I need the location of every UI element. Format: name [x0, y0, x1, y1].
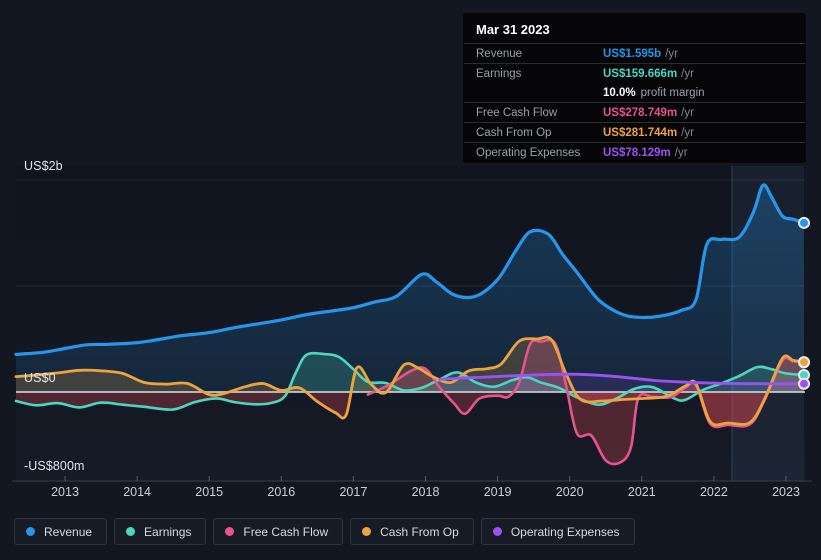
cash-from-op-end-marker: [798, 356, 810, 369]
tooltip-unit: /yr: [681, 106, 694, 119]
x-axis-label-2023: 2023: [772, 485, 800, 499]
x-axis-label-2021: 2021: [628, 485, 656, 499]
legend-label: Free Cash Flow: [243, 524, 329, 539]
tooltip-date: Mar 31 2023: [476, 22, 550, 37]
tooltip-label: Operating Expenses: [476, 146, 581, 159]
legend-item-earnings[interactable]: Earnings: [114, 518, 207, 545]
chart-legend: Revenue Earnings Free Cash Flow Cash Fro…: [14, 518, 635, 545]
legend-label: Earnings: [144, 524, 192, 539]
revenue-area: [16, 184, 804, 392]
tooltip-row-operating-expenses: Operating Expenses US$78.129m /yr: [464, 142, 805, 162]
tooltip-row-free-cash-flow: Free Cash Flow US$278.749m /yr: [464, 102, 805, 122]
tooltip-value: US$78.129m: [603, 146, 671, 159]
free-cash-flow-area-negative: [367, 392, 804, 464]
x-axis-label-2022: 2022: [700, 485, 728, 499]
tooltip-unit: /yr: [681, 67, 694, 80]
legend-item-revenue[interactable]: Revenue: [14, 518, 108, 545]
legend-item-operating-expenses[interactable]: Operating Expenses: [480, 518, 635, 545]
earnings-line: [14, 351, 806, 411]
tooltip-unit: /yr: [681, 126, 694, 139]
x-axis-label-2014: 2014: [123, 485, 151, 499]
tooltip-value: US$281.744m: [603, 126, 678, 139]
legend-label: Revenue: [44, 524, 93, 539]
y-axis-label-2b: US$2b: [24, 159, 63, 173]
tooltip-row-profit-margin: 10.0% profit margin: [464, 83, 805, 102]
y-axis-label-neg800: -US$800m: [24, 459, 85, 473]
tooltip-value: US$278.749m: [603, 106, 678, 119]
revenue-line: [14, 183, 806, 356]
tooltip-unit: /yr: [665, 47, 678, 60]
operating-expenses-dot-icon: [492, 527, 502, 536]
x-axis-label-2019: 2019: [484, 485, 512, 499]
free-cash-flow-area-positive: [367, 339, 804, 392]
cash-from-op-dot-icon: [362, 527, 372, 536]
x-axis-label-2013: 2013: [51, 485, 79, 499]
revenue-end-marker: [798, 216, 810, 229]
y-axis-label-zero: US$0: [24, 371, 56, 385]
tooltip-value: US$1.595b: [603, 47, 662, 60]
profit-margin-value: 10.0%: [603, 86, 636, 99]
tooltip-label: Cash From Op: [476, 126, 552, 139]
tooltip-unit: /yr: [674, 146, 688, 159]
tooltip-row-revenue: Revenue US$1.595b /yr: [464, 43, 805, 63]
x-axis-label-2017: 2017: [339, 485, 367, 499]
tooltip-label: Earnings: [476, 67, 522, 80]
chart-tooltip: Mar 31 2023 Revenue US$1.595b /yr Earnin…: [464, 14, 805, 162]
x-axis-label-2015: 2015: [195, 485, 223, 499]
free-cash-flow-dot-icon: [225, 527, 235, 536]
tooltip-label: Revenue: [476, 47, 523, 60]
operating-expenses-line: [438, 372, 806, 386]
legend-label: Operating Expenses: [510, 524, 620, 539]
earnings-area-positive: [16, 353, 804, 392]
tooltip-row-earnings: Earnings US$159.666m /yr: [464, 63, 805, 83]
earnings-dot-icon: [126, 527, 136, 536]
x-axis-label-2020: 2020: [556, 485, 584, 499]
free-cash-flow-line: [366, 338, 806, 466]
legend-label: Cash From Op: [380, 524, 459, 539]
legend-item-free-cash-flow[interactable]: Free Cash Flow: [213, 518, 344, 545]
legend-item-cash-from-op[interactable]: Cash From Op: [350, 518, 474, 545]
x-axis-label-2018: 2018: [412, 485, 440, 499]
x-axis-label-2016: 2016: [267, 485, 295, 499]
operating-expenses-end-marker: [798, 377, 810, 390]
profit-margin-text: profit margin: [640, 86, 705, 99]
tooltip-row-cash-from-op: Cash From Op US$281.744m /yr: [464, 122, 805, 142]
revenue-dot-icon: [26, 527, 35, 536]
tooltip-value: US$159.666m: [603, 67, 678, 80]
tooltip-label: Free Cash Flow: [476, 106, 558, 119]
